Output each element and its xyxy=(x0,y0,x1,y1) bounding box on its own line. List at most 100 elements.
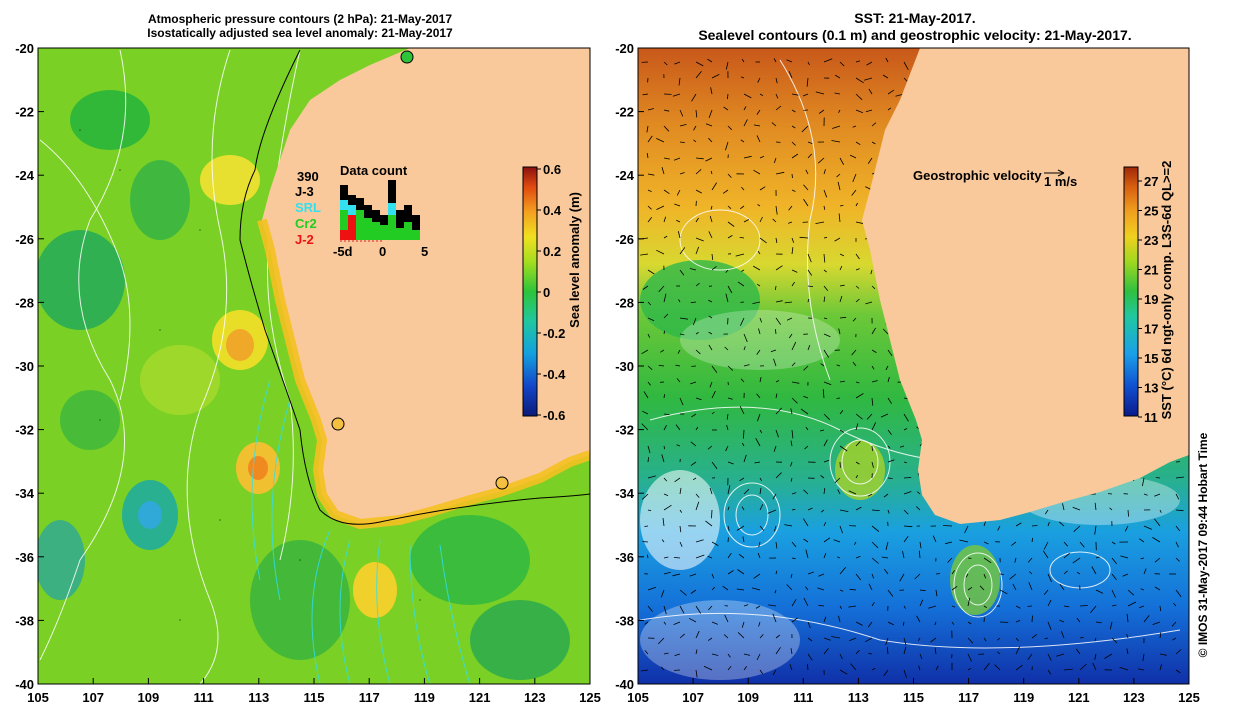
velocity-arrow xyxy=(754,461,761,464)
colorbar-tick-label: 19 xyxy=(1144,292,1158,307)
velocity-arrow xyxy=(711,621,718,625)
velocity-arrow xyxy=(679,172,685,175)
velocity-arrow xyxy=(753,169,761,175)
velocity-arrow xyxy=(791,125,796,129)
velocity-arrow xyxy=(775,105,782,111)
velocity-arrow xyxy=(806,77,809,87)
velocity-arrow xyxy=(903,669,907,678)
velocity-arrow xyxy=(642,410,649,415)
velocity-arrow xyxy=(743,346,746,351)
velocity-arrow xyxy=(741,506,745,511)
velocity-arrow xyxy=(642,93,649,96)
velocity-arrow xyxy=(903,535,909,543)
velocity-arrow xyxy=(663,235,668,239)
velocity-arrow xyxy=(727,397,733,400)
velocity-arrow xyxy=(727,173,732,178)
velocity-arrow xyxy=(775,300,783,303)
velocity-arrow xyxy=(1126,648,1129,655)
velocity-arrow xyxy=(791,341,797,351)
velocity-arrow xyxy=(660,666,665,671)
sst-patches xyxy=(640,260,1180,680)
velocity-arrow xyxy=(887,376,890,383)
velocity-arrow xyxy=(1076,571,1081,575)
velocity-arrow xyxy=(647,509,652,512)
velocity-arrow xyxy=(1056,653,1065,657)
velocity-arrow xyxy=(710,170,713,175)
velocity-arrow xyxy=(951,605,956,608)
velocity-arrow xyxy=(1063,668,1073,671)
velocity-arrow xyxy=(743,219,749,223)
tide-gauge-marker xyxy=(331,417,345,431)
velocity-arrow xyxy=(839,316,847,319)
velocity-arrow xyxy=(839,525,843,534)
velocity-arrow xyxy=(839,284,845,287)
velocity-arrow xyxy=(676,219,681,223)
velocity-arrow xyxy=(967,586,973,591)
x-tick-label: 111 xyxy=(793,690,813,705)
velocity-arrow xyxy=(656,138,665,143)
velocity-arrow xyxy=(1009,573,1017,580)
velocity-arrow xyxy=(743,93,752,99)
velocity-arrow xyxy=(775,237,778,244)
velocity-arrow xyxy=(839,509,849,512)
velocity-arrow xyxy=(759,155,765,159)
velocity-arrow xyxy=(839,205,844,207)
velocity-arrow xyxy=(791,362,796,367)
x-tick-label: 107 xyxy=(82,690,104,705)
velocity-arrow xyxy=(644,621,649,625)
velocity-arrow xyxy=(903,413,909,422)
velocity-arrow xyxy=(805,586,809,591)
velocity-arrow xyxy=(834,477,841,484)
velocity-arrow xyxy=(1109,507,1113,511)
velocity-arrow xyxy=(852,125,857,128)
velocity-arrow xyxy=(855,461,860,465)
velocity-arrow xyxy=(855,423,859,431)
velocity-arrow xyxy=(1015,664,1023,671)
velocity-arrow xyxy=(934,621,937,626)
velocity-arrow xyxy=(690,301,697,304)
velocity-arrow xyxy=(967,653,972,662)
velocity-arrow xyxy=(823,439,828,447)
velocity-arrow xyxy=(775,265,783,271)
velocity-arrow xyxy=(865,301,873,305)
velocity-arrow xyxy=(1111,557,1117,564)
velocity-arrow xyxy=(1059,619,1065,623)
velocity-arrow xyxy=(743,666,748,671)
velocity-arrow xyxy=(803,597,809,607)
velocity-arrow xyxy=(791,599,797,607)
velocity-arrow xyxy=(692,477,697,481)
velocity-arrow xyxy=(772,218,777,223)
velocity-arrow xyxy=(871,525,880,532)
velocity-arrow xyxy=(727,205,732,209)
velocity-arrow xyxy=(711,265,717,271)
velocity-arrow xyxy=(741,186,745,191)
velocity-arrow xyxy=(722,189,729,194)
velocity-arrow xyxy=(726,424,729,431)
right-x-axis: 105 107 109 111 113 115 117 119 121 123 125 xyxy=(627,678,1200,705)
y-tick-label: -26 xyxy=(15,232,34,247)
velocity-arrow xyxy=(759,216,763,223)
velocity-arrow xyxy=(705,123,713,127)
velocity-arrow xyxy=(673,157,681,161)
velocity-arrow xyxy=(663,504,672,511)
velocity-arrow xyxy=(807,61,810,66)
velocity-arrow xyxy=(739,477,745,482)
colorbar-tick-label: 13 xyxy=(1144,381,1158,396)
velocity-arrow xyxy=(725,61,729,70)
velocity-arrow xyxy=(1079,605,1088,607)
velocity-arrow xyxy=(1154,557,1161,563)
velocity-arrow xyxy=(676,378,681,383)
velocity-arrow xyxy=(727,365,734,371)
velocity-arrow xyxy=(833,539,841,543)
velocity-arrow xyxy=(737,569,745,575)
velocity-arrow xyxy=(994,664,1001,671)
velocity-arrow xyxy=(997,525,1001,531)
velocity-arrow xyxy=(663,477,668,482)
velocity-arrow xyxy=(803,489,809,495)
velocity-arrow xyxy=(887,621,894,626)
velocity-arrow xyxy=(786,317,793,321)
y-tick-label: -30 xyxy=(615,359,634,374)
velocity-arrow xyxy=(999,589,1008,595)
velocity-arrow xyxy=(767,509,777,514)
velocity-arrow xyxy=(789,664,793,671)
